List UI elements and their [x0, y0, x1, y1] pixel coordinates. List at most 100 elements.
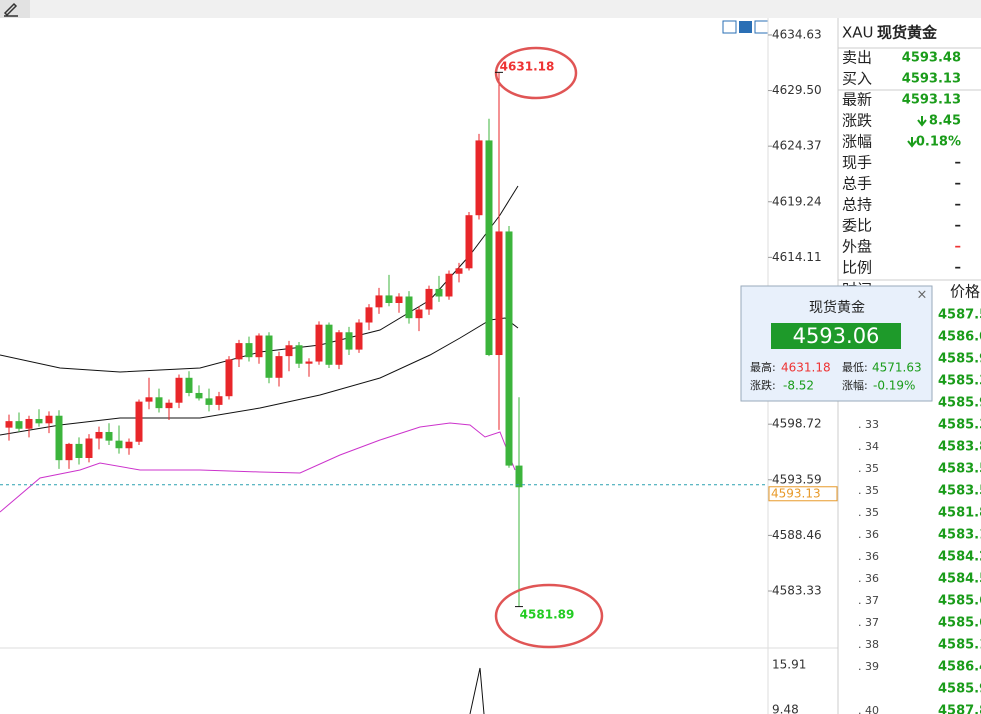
tool-button[interactable] — [754, 20, 769, 34]
candle-body — [315, 324, 323, 362]
y-tick-label: 4583.33 — [772, 583, 822, 597]
price-header: 价格 — [950, 283, 980, 301]
quote-value: 4593.48 — [902, 51, 961, 66]
tool-button[interactable] — [739, 21, 752, 33]
candle-body — [445, 273, 453, 297]
candle-body — [375, 295, 383, 308]
tick-price: 4585.3 — [938, 374, 981, 389]
candle-body — [205, 398, 213, 405]
sub-tick-label: 9.48 — [772, 703, 799, 714]
tick-time: . 36 — [858, 528, 879, 541]
popup-low: 4571.63 — [872, 361, 922, 375]
candle-body — [515, 465, 523, 488]
tick-time: . 37 — [858, 594, 879, 607]
candle-body — [175, 377, 183, 403]
tick-price: 4583.8 — [938, 440, 981, 455]
close-button[interactable]: × — [917, 288, 928, 303]
y-tick-label: 4624.37 — [772, 139, 822, 153]
tick-price: 4586.0 — [938, 330, 981, 345]
candle-body — [405, 296, 413, 319]
tick-price: 4583.5 — [938, 462, 981, 477]
tick-time: . 37 — [858, 616, 879, 629]
popup-title: 现货黄金 — [809, 299, 865, 316]
annotation-circle — [494, 583, 604, 649]
tick-price: 4584.5 — [938, 572, 981, 587]
y-tick-label: 4588.46 — [772, 528, 822, 542]
tick-price: 4585.9 — [938, 352, 981, 367]
y-tick-label: 4619.24 — [772, 194, 822, 208]
high-label: 最高: — [750, 360, 776, 374]
candle-body — [115, 440, 123, 449]
y-tick-label: 4614.11 — [772, 250, 822, 264]
tool-button[interactable] — [722, 20, 737, 34]
candle-body — [415, 309, 423, 319]
candle-body — [365, 307, 373, 323]
quote-label: 涨跌 — [842, 112, 872, 130]
quote-value: 0.18% — [916, 135, 961, 150]
candle-body — [125, 441, 133, 449]
low-annotation: 4581.89 — [520, 608, 575, 622]
quote-popup: 现货黄金 × 4593.06 最高: 4631.18 最低: 4571.63 涨… — [740, 285, 933, 402]
candle-body — [455, 268, 463, 274]
tick-price: 4585.3 — [938, 418, 981, 433]
tick-time: . 40 — [858, 704, 879, 714]
candle-body — [95, 431, 103, 439]
quote-label: 比例 — [842, 259, 872, 277]
popup-high: 4631.18 — [781, 361, 831, 375]
candle-body — [185, 377, 193, 393]
tick-price: 4585.9 — [938, 682, 981, 697]
candle-body — [475, 140, 483, 216]
candle-body — [65, 443, 73, 461]
quote-label: 现手 — [842, 154, 872, 172]
pencil-icon — [3, 2, 18, 17]
candle-body — [215, 396, 223, 405]
candle-body — [425, 288, 433, 310]
candle-body — [25, 418, 33, 429]
candle-body — [105, 431, 113, 441]
candle-body — [295, 345, 303, 364]
moving-average — [0, 422, 516, 513]
tick-time: . 38 — [858, 638, 879, 651]
tick-time: . 34 — [858, 440, 879, 453]
quote-label: 最新 — [842, 91, 872, 109]
candles — [5, 72, 523, 607]
candle-body — [35, 418, 43, 424]
tick-time: . 36 — [858, 572, 879, 585]
y-tick-label: 4598.72 — [772, 417, 822, 431]
quote-label: 委比 — [842, 217, 872, 235]
last-price-label: 4593.13 — [771, 486, 821, 500]
tick-price: 4587.8 — [938, 704, 981, 714]
toolbar — [0, 0, 981, 18]
popup-pct: -0.19% — [873, 379, 915, 393]
quote-label: 外盘 — [842, 238, 872, 256]
volume-spike — [469, 667, 485, 714]
tick-time: . 33 — [858, 418, 879, 431]
candle-body — [505, 231, 513, 466]
instrument-name: 现货黄金 — [877, 24, 938, 42]
tick-price: 4586.4 — [938, 660, 981, 675]
tick-price: 4583.5 — [938, 484, 981, 499]
candle-body — [165, 402, 173, 409]
quote-label: 卖出 — [842, 49, 872, 67]
candle-body — [55, 415, 63, 461]
tick-time: . 36 — [858, 550, 879, 563]
candle-body — [245, 343, 253, 358]
quote-value: – — [955, 219, 962, 234]
tick-time: . 39 — [858, 660, 879, 673]
change-label: 涨跌: — [750, 378, 776, 392]
down-arrow — [917, 116, 927, 127]
quote-value: – — [955, 240, 962, 255]
candle-body — [485, 140, 493, 356]
down-arrow — [907, 137, 917, 148]
y-tick-label: 4629.50 — [772, 83, 822, 97]
tick-price: 4585.6 — [938, 594, 981, 609]
sub-tick-label: 15.91 — [772, 658, 806, 672]
tick-price: 4583.1 — [938, 528, 981, 543]
candle-body — [75, 443, 83, 458]
candle-body — [155, 397, 163, 409]
candle-body — [305, 361, 313, 364]
y-tick-label: 4593.59 — [772, 472, 822, 486]
candle-body — [265, 335, 273, 378]
quote-label: 总持 — [842, 196, 872, 214]
